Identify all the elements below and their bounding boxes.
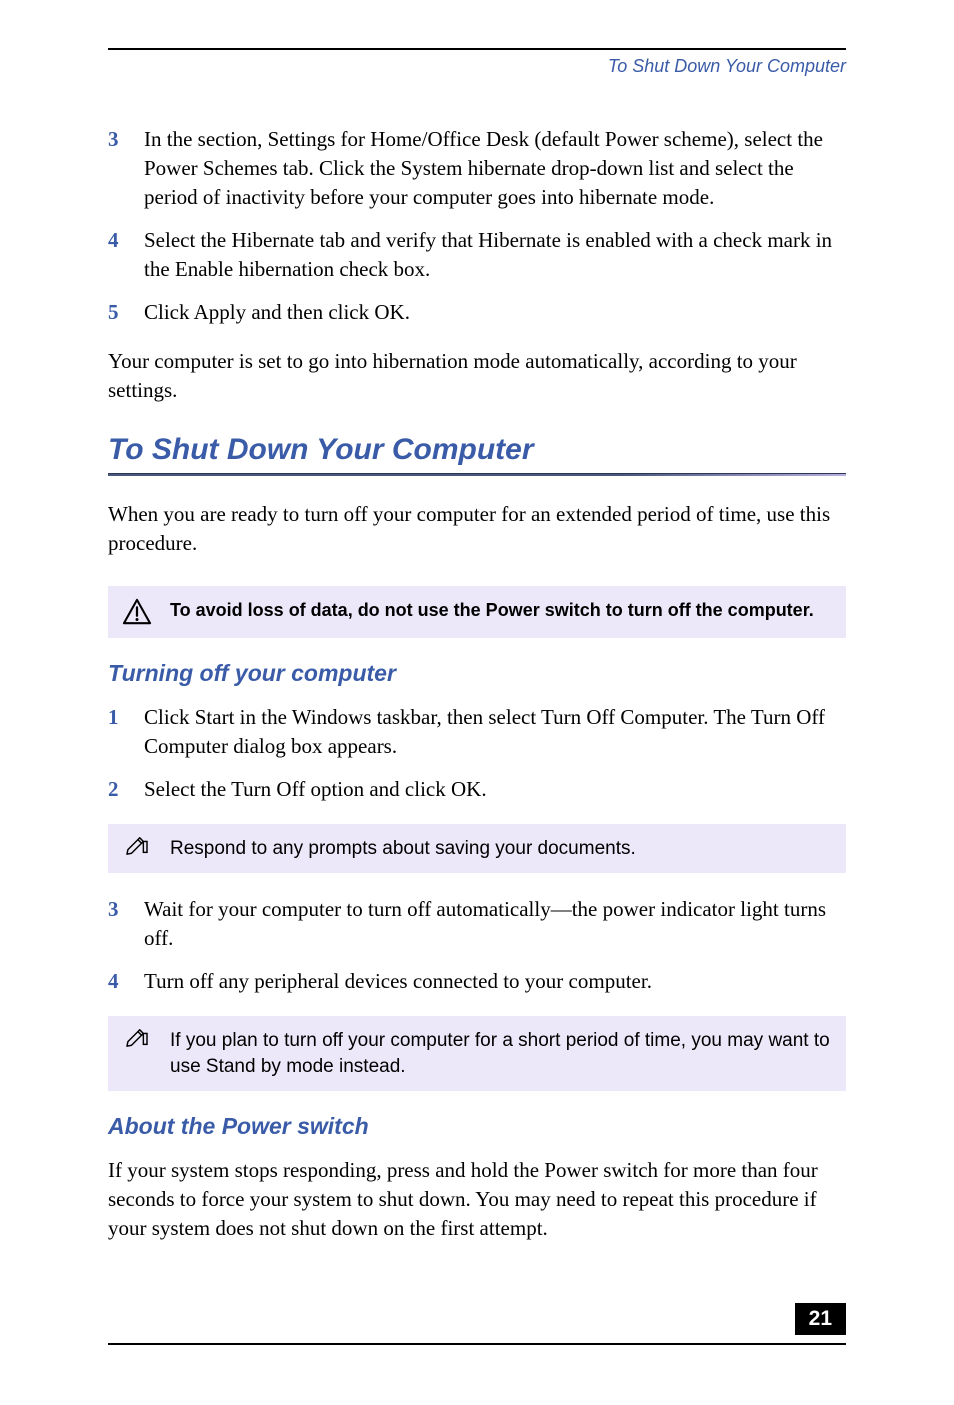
ordered-list-mid-a: 1 Click Start in the Windows taskbar, th… — [108, 703, 846, 804]
note-callout: If you plan to turn off your computer fo… — [108, 1016, 846, 1091]
ordered-list-top: 3 In the section, Settings for Home/Offi… — [108, 125, 846, 327]
running-header: To Shut Down Your Computer — [108, 48, 846, 77]
list-item: 1 Click Start in the Windows taskbar, th… — [108, 703, 846, 761]
note-callout: Respond to any prompts about saving your… — [108, 824, 846, 874]
list-text: Click Apply and then click OK. — [144, 298, 846, 327]
note-text: If you plan to turn off your computer fo… — [170, 1028, 830, 1079]
list-text: Select the Turn Off option and click OK. — [144, 775, 846, 804]
heading-1: To Shut Down Your Computer — [108, 433, 846, 467]
list-text: Select the Hibernate tab and verify that… — [144, 226, 846, 284]
page-number: 21 — [795, 1303, 846, 1335]
heading-2: Turning off your computer — [108, 660, 846, 687]
pencil-icon — [122, 1028, 152, 1048]
heading-1-wrap: To Shut Down Your Computer — [108, 433, 846, 476]
list-number: 2 — [108, 775, 144, 803]
warning-text: To avoid loss of data, do not use the Po… — [170, 598, 830, 622]
list-item: 2 Select the Turn Off option and click O… — [108, 775, 846, 804]
list-item: 5 Click Apply and then click OK. — [108, 298, 846, 327]
list-number: 4 — [108, 226, 144, 254]
paragraph: When you are ready to turn off your comp… — [108, 500, 846, 558]
footer: 21 — [108, 1303, 846, 1345]
list-text: Wait for your computer to turn off autom… — [144, 895, 846, 953]
list-text: In the section, Settings for Home/Office… — [144, 125, 846, 212]
heading-2: About the Power switch — [108, 1113, 846, 1140]
ordered-list-mid-b: 3 Wait for your computer to turn off aut… — [108, 895, 846, 996]
paragraph: If your system stops responding, press a… — [108, 1156, 846, 1243]
list-item: 4 Select the Hibernate tab and verify th… — [108, 226, 846, 284]
list-text: Turn off any peripheral devices connecte… — [144, 967, 846, 996]
list-number: 3 — [108, 125, 144, 153]
list-item: 3 In the section, Settings for Home/Offi… — [108, 125, 846, 212]
list-item: 3 Wait for your computer to turn off aut… — [108, 895, 846, 953]
list-item: 4 Turn off any peripheral devices connec… — [108, 967, 846, 996]
warning-callout: To avoid loss of data, do not use the Po… — [108, 586, 846, 638]
list-number: 3 — [108, 895, 144, 923]
paragraph: Your computer is set to go into hibernat… — [108, 347, 846, 405]
page: To Shut Down Your Computer 3 In the sect… — [0, 0, 954, 1405]
warning-icon — [122, 598, 152, 626]
list-number: 4 — [108, 967, 144, 995]
list-number: 5 — [108, 298, 144, 326]
pencil-icon — [122, 836, 152, 856]
list-number: 1 — [108, 703, 144, 731]
heading-rule — [108, 473, 846, 476]
list-text: Click Start in the Windows taskbar, then… — [144, 703, 846, 761]
note-text: Respond to any prompts about saving your… — [170, 836, 830, 862]
